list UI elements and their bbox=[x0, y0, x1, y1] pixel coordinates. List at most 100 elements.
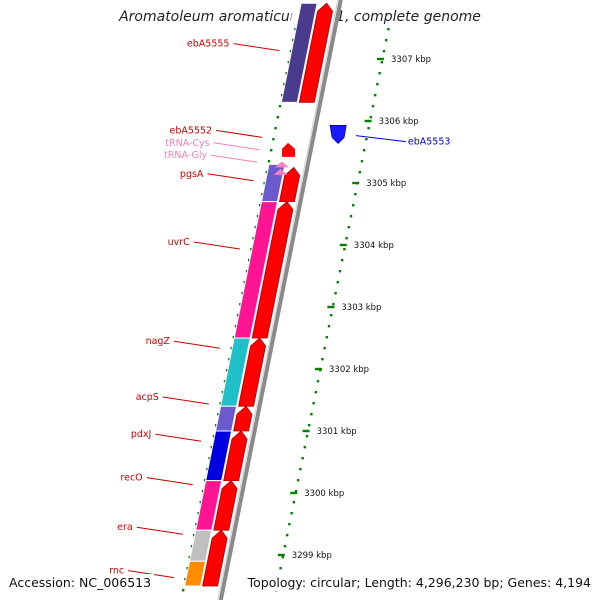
right-guide-dot bbox=[290, 512, 293, 515]
gene-leader-line bbox=[193, 241, 240, 250]
left-guide-dot bbox=[234, 325, 238, 328]
left-guide-dot bbox=[215, 424, 218, 427]
right-guide-dot bbox=[352, 204, 355, 207]
kbp-tick-label: 3301 kbp bbox=[317, 427, 357, 437]
left-guide-dot bbox=[228, 358, 231, 361]
gene-label: era bbox=[117, 522, 133, 533]
right-guide-dot bbox=[358, 171, 361, 174]
left-guide-dot bbox=[256, 215, 260, 218]
kbp-tick-label: 3306 kbp bbox=[379, 117, 419, 127]
trna-mark bbox=[273, 168, 288, 175]
right-guide-dot bbox=[283, 545, 287, 548]
left-guide-dot bbox=[272, 138, 275, 141]
right-guide-dot bbox=[338, 270, 342, 273]
right-guide-dot bbox=[286, 534, 289, 537]
right-guide-dot bbox=[376, 83, 379, 86]
blue-cds-arrow bbox=[329, 125, 347, 144]
right-guide-dot bbox=[360, 160, 364, 163]
left-guide-dot bbox=[232, 336, 235, 339]
right-guide-dot bbox=[319, 369, 322, 372]
left-guide-dot bbox=[267, 160, 271, 163]
right-guide-dot bbox=[382, 50, 386, 53]
left-guide-dot bbox=[250, 248, 253, 251]
gene-label: pdxJ bbox=[131, 429, 151, 440]
cds-arrow bbox=[202, 529, 228, 587]
gene-leader-line bbox=[155, 433, 202, 442]
cds-arrow bbox=[238, 337, 267, 407]
right-guide-dot bbox=[380, 61, 383, 64]
kbp-tick-mark bbox=[315, 367, 322, 371]
right-guide-dot bbox=[288, 523, 291, 526]
left-guide-dot bbox=[193, 534, 196, 537]
right-guide-dot bbox=[385, 39, 388, 42]
gene-leader-line bbox=[146, 477, 193, 486]
left-guide-dot bbox=[245, 270, 249, 273]
left-guide-dot bbox=[287, 61, 290, 64]
right-guide-dot bbox=[363, 149, 366, 152]
cds-arrow bbox=[298, 2, 333, 103]
right-guide-dot bbox=[374, 94, 377, 97]
gene-leader-line bbox=[233, 43, 280, 52]
kbp-tick-mark bbox=[290, 491, 298, 495]
gene-label: rnc bbox=[109, 566, 124, 577]
right-guide-dot bbox=[378, 72, 381, 75]
right-guide-dot bbox=[354, 193, 357, 196]
right-guide-dot bbox=[303, 446, 306, 449]
kbp-tick-label: 3307 kbp bbox=[391, 55, 431, 65]
right-guide-dot bbox=[321, 358, 324, 361]
right-guide-dot bbox=[349, 215, 353, 218]
left-guide-dot bbox=[208, 457, 211, 460]
left-guide-dot bbox=[190, 545, 194, 548]
right-guide-dot bbox=[323, 347, 326, 350]
right-guide-dot bbox=[316, 380, 320, 383]
left-guide-dot bbox=[204, 479, 207, 482]
gene-label: uvrC bbox=[168, 237, 191, 248]
kbp-tick-label: 3305 kbp bbox=[366, 179, 406, 189]
gene-label: tRNA-Gly bbox=[164, 150, 207, 161]
right-guide-dot bbox=[367, 127, 370, 130]
right-guide-dot bbox=[292, 501, 295, 504]
kbp-tick-mark bbox=[377, 57, 384, 61]
right-guide-dot bbox=[305, 435, 309, 438]
kbp-tick-label: 3304 kbp bbox=[354, 241, 394, 251]
right-guide-dot bbox=[387, 28, 390, 31]
left-guide-dot bbox=[281, 94, 284, 97]
left-guide-dot bbox=[206, 468, 209, 471]
gene-leader-line bbox=[211, 154, 258, 163]
kbp-tick-label: 3299 kbp bbox=[292, 551, 332, 561]
left-guide-dot bbox=[254, 226, 257, 229]
right-guide-dot bbox=[347, 226, 350, 229]
kbp-tick-mark bbox=[352, 181, 360, 185]
left-guide-dot bbox=[274, 127, 277, 130]
cds-arrow bbox=[278, 166, 301, 203]
gene-label: tRNA-Cys bbox=[165, 138, 209, 149]
right-guide-dot bbox=[336, 281, 339, 284]
right-guide-dot bbox=[281, 556, 284, 559]
backbone-edge bbox=[217, 0, 339, 600]
backbone-line bbox=[218, 0, 343, 600]
left-guide-dot bbox=[226, 369, 229, 372]
left-guide-dot bbox=[219, 402, 222, 405]
gene-label: ebA5552 bbox=[170, 125, 213, 136]
gene-label: pgsA bbox=[180, 169, 204, 180]
left-guide-dot bbox=[221, 391, 224, 394]
right-guide-dot bbox=[341, 259, 344, 262]
kbp-tick-label: 3300 kbp bbox=[304, 489, 344, 499]
right-guide-dot bbox=[369, 116, 372, 119]
left-guide-dot bbox=[201, 490, 205, 493]
right-guide-dot bbox=[343, 248, 346, 251]
cds-arrow bbox=[251, 201, 294, 339]
left-guide-dot bbox=[283, 83, 286, 86]
gene-label: ebA5553 bbox=[408, 137, 451, 148]
kbp-tick-mark bbox=[339, 243, 347, 247]
kbp-tick-mark bbox=[302, 429, 310, 433]
left-guide-dot bbox=[230, 347, 233, 350]
cog-segment bbox=[183, 560, 207, 587]
gene-leader-line bbox=[355, 135, 406, 143]
right-guide-dot bbox=[310, 413, 313, 416]
left-guide-dot bbox=[265, 171, 268, 174]
gene-leader-line bbox=[213, 142, 260, 151]
left-guide-dot bbox=[199, 501, 202, 504]
right-guide-dot bbox=[371, 105, 375, 108]
